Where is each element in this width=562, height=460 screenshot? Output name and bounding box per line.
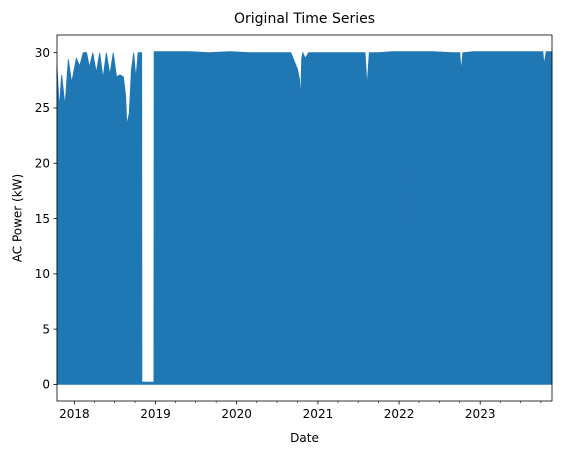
plot-area: 0 5 10 15 20 25 30 2018 2019 2020 2021 2022 2023 [35, 34, 553, 421]
x-tick-label: 2020 [221, 407, 252, 421]
axes-frame [56, 34, 553, 402]
y-tick-label: 25 [35, 101, 50, 115]
x-axis-label: Date [290, 431, 319, 445]
y-axis-label: AC Power (kW) [11, 174, 25, 262]
x-tick-label: 2021 [303, 407, 334, 421]
y-tick-label: 20 [35, 156, 50, 170]
x-tick-label: 2019 [140, 407, 171, 421]
x-tick-label: 2023 [465, 407, 496, 421]
x-tick-label: 2018 [59, 407, 90, 421]
y-tick-label: 15 [35, 212, 50, 226]
y-tick-label: 0 [42, 378, 50, 392]
x-tick-label: 2022 [384, 407, 415, 421]
y-tick-label: 10 [35, 267, 50, 281]
y-tick-label: 30 [35, 46, 50, 60]
chart-title: Original Time Series [234, 11, 375, 27]
series-area [56, 51, 553, 385]
y-tick-label: 5 [42, 322, 50, 336]
